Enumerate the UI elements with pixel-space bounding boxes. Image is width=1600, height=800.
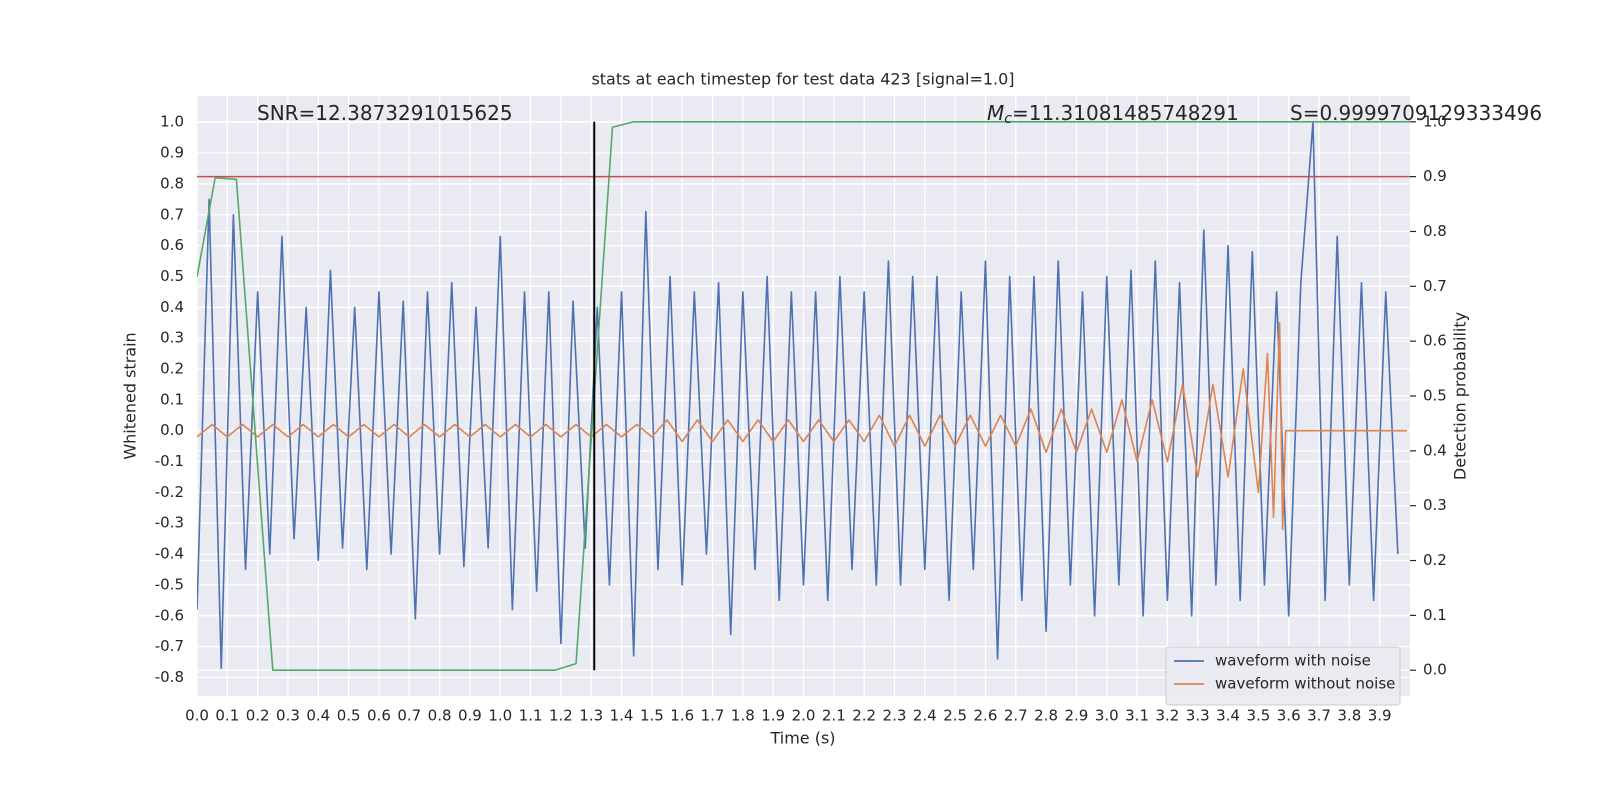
x-tick-label: 2.1 <box>822 707 846 725</box>
x-tick-label: 0.7 <box>397 707 421 725</box>
x-tick-label: 0.4 <box>306 707 330 725</box>
x-tick-label: 2.8 <box>1034 707 1058 725</box>
y-tick-label: -0.2 <box>155 483 184 501</box>
x-tick-label: 0.3 <box>276 707 300 725</box>
x-tick-label: 0.2 <box>246 707 270 725</box>
x-tick-label: 0.6 <box>367 707 391 725</box>
legend-label: waveform with noise <box>1215 652 1371 670</box>
x-tick-label: 1.1 <box>519 707 543 725</box>
x-tick-label: 2.3 <box>883 707 907 725</box>
x-tick-label: 3.4 <box>1216 707 1240 725</box>
y2-tick-label: 0.1 <box>1423 606 1447 624</box>
y-tick-label: -0.6 <box>155 606 184 624</box>
x-tick-label: 3.5 <box>1246 707 1270 725</box>
x-axis-label: Time (s) <box>769 729 835 748</box>
y-tick-label: 0.3 <box>160 329 184 347</box>
annotation: S=0.9999709129333496 <box>1290 101 1542 125</box>
y-tick-label: 0.6 <box>160 236 184 254</box>
y-tick-label: 1.0 <box>160 113 184 131</box>
annotation: Mc=11.31081485748291 <box>987 101 1239 128</box>
y-tick-label: 0.7 <box>160 205 184 223</box>
x-tick-label: 0.0 <box>185 707 209 725</box>
x-tick-label: 2.7 <box>1004 707 1028 725</box>
x-tick-label: 3.8 <box>1337 707 1361 725</box>
x-tick-label: 2.4 <box>913 707 937 725</box>
y-tick-label: -0.5 <box>155 575 184 593</box>
y-tick-label: 0.8 <box>160 174 184 192</box>
x-tick-label: 1.5 <box>640 707 664 725</box>
x-tick-label: 1.3 <box>579 707 603 725</box>
x-tick-label: 2.5 <box>943 707 967 725</box>
x-tick-label: 1.2 <box>549 707 573 725</box>
x-tick-label: 3.2 <box>1155 707 1179 725</box>
x-tick-label: 3.3 <box>1186 707 1210 725</box>
y2-tick-label: 0.6 <box>1423 332 1447 350</box>
x-tick-label: 0.5 <box>337 707 361 725</box>
x-tick-label: 1.7 <box>701 707 725 725</box>
x-tick-label: 0.8 <box>428 707 452 725</box>
annotation-subscript: c <box>1004 111 1012 127</box>
x-tick-label: 1.9 <box>761 707 785 725</box>
y-tick-label: 0.4 <box>160 298 184 316</box>
annotation-text: SNR=12.3873291015625 <box>257 101 513 125</box>
x-tick-label: 3.7 <box>1307 707 1331 725</box>
x-tick-label: 1.8 <box>731 707 755 725</box>
y2-tick-label: 0.2 <box>1423 551 1447 569</box>
annotation-text: =11.31081485748291 <box>1012 101 1239 125</box>
y2-tick-label: 0.7 <box>1423 277 1447 295</box>
x-tick-label: 3.0 <box>1095 707 1119 725</box>
x-tick-label: 2.2 <box>852 707 876 725</box>
legend-label: waveform without noise <box>1215 675 1395 693</box>
y2-tick-label: 0.4 <box>1423 441 1447 459</box>
y-tick-label: 0.5 <box>160 267 184 285</box>
y-tick-label: -0.7 <box>155 637 184 655</box>
legend-box <box>1165 646 1401 706</box>
y-tick-label: -0.4 <box>155 545 184 563</box>
chart-title: stats at each timestep for test data 423… <box>591 70 1014 89</box>
annotation-text: S=0.9999709129333496 <box>1290 101 1542 125</box>
x-tick-label: 2.6 <box>974 707 998 725</box>
y2-tick-label: 0.3 <box>1423 496 1447 514</box>
x-tick-label: 0.1 <box>215 707 239 725</box>
y2-tick-label: 0.5 <box>1423 387 1447 405</box>
x-tick-label: 2.0 <box>792 707 816 725</box>
y-axis-label: Whitened strain <box>121 332 140 459</box>
x-tick-label: 3.9 <box>1368 707 1392 725</box>
y2-tick-label: 0.0 <box>1423 661 1447 679</box>
y-tick-label: 0.2 <box>160 360 184 378</box>
y-tick-label: -0.1 <box>155 452 184 470</box>
y2-axis-label: Detection probability <box>1451 312 1470 480</box>
annotation: SNR=12.3873291015625 <box>257 101 513 125</box>
y2-tick-label: 0.9 <box>1423 167 1447 185</box>
annotation-symbol: M <box>987 101 1004 125</box>
x-tick-label: 0.9 <box>458 707 482 725</box>
x-tick-label: 1.6 <box>670 707 694 725</box>
x-tick-label: 2.9 <box>1064 707 1088 725</box>
y2-tick-label: 1.0 <box>1423 112 1447 130</box>
y-tick-label: -0.8 <box>155 668 184 686</box>
x-tick-label: 3.6 <box>1277 707 1301 725</box>
y-tick-label: -0.3 <box>155 514 184 532</box>
series-line <box>197 120 1410 672</box>
x-tick-label: 1.4 <box>610 707 634 725</box>
x-tick-label: 1.0 <box>488 707 512 725</box>
y-tick-label: 0.1 <box>160 390 184 408</box>
y-tick-label: 0.0 <box>160 421 184 439</box>
y2-tick-label: 0.8 <box>1423 222 1447 240</box>
y-tick-label: 0.9 <box>160 144 184 162</box>
x-tick-label: 3.1 <box>1125 707 1149 725</box>
series-line <box>197 321 1407 531</box>
